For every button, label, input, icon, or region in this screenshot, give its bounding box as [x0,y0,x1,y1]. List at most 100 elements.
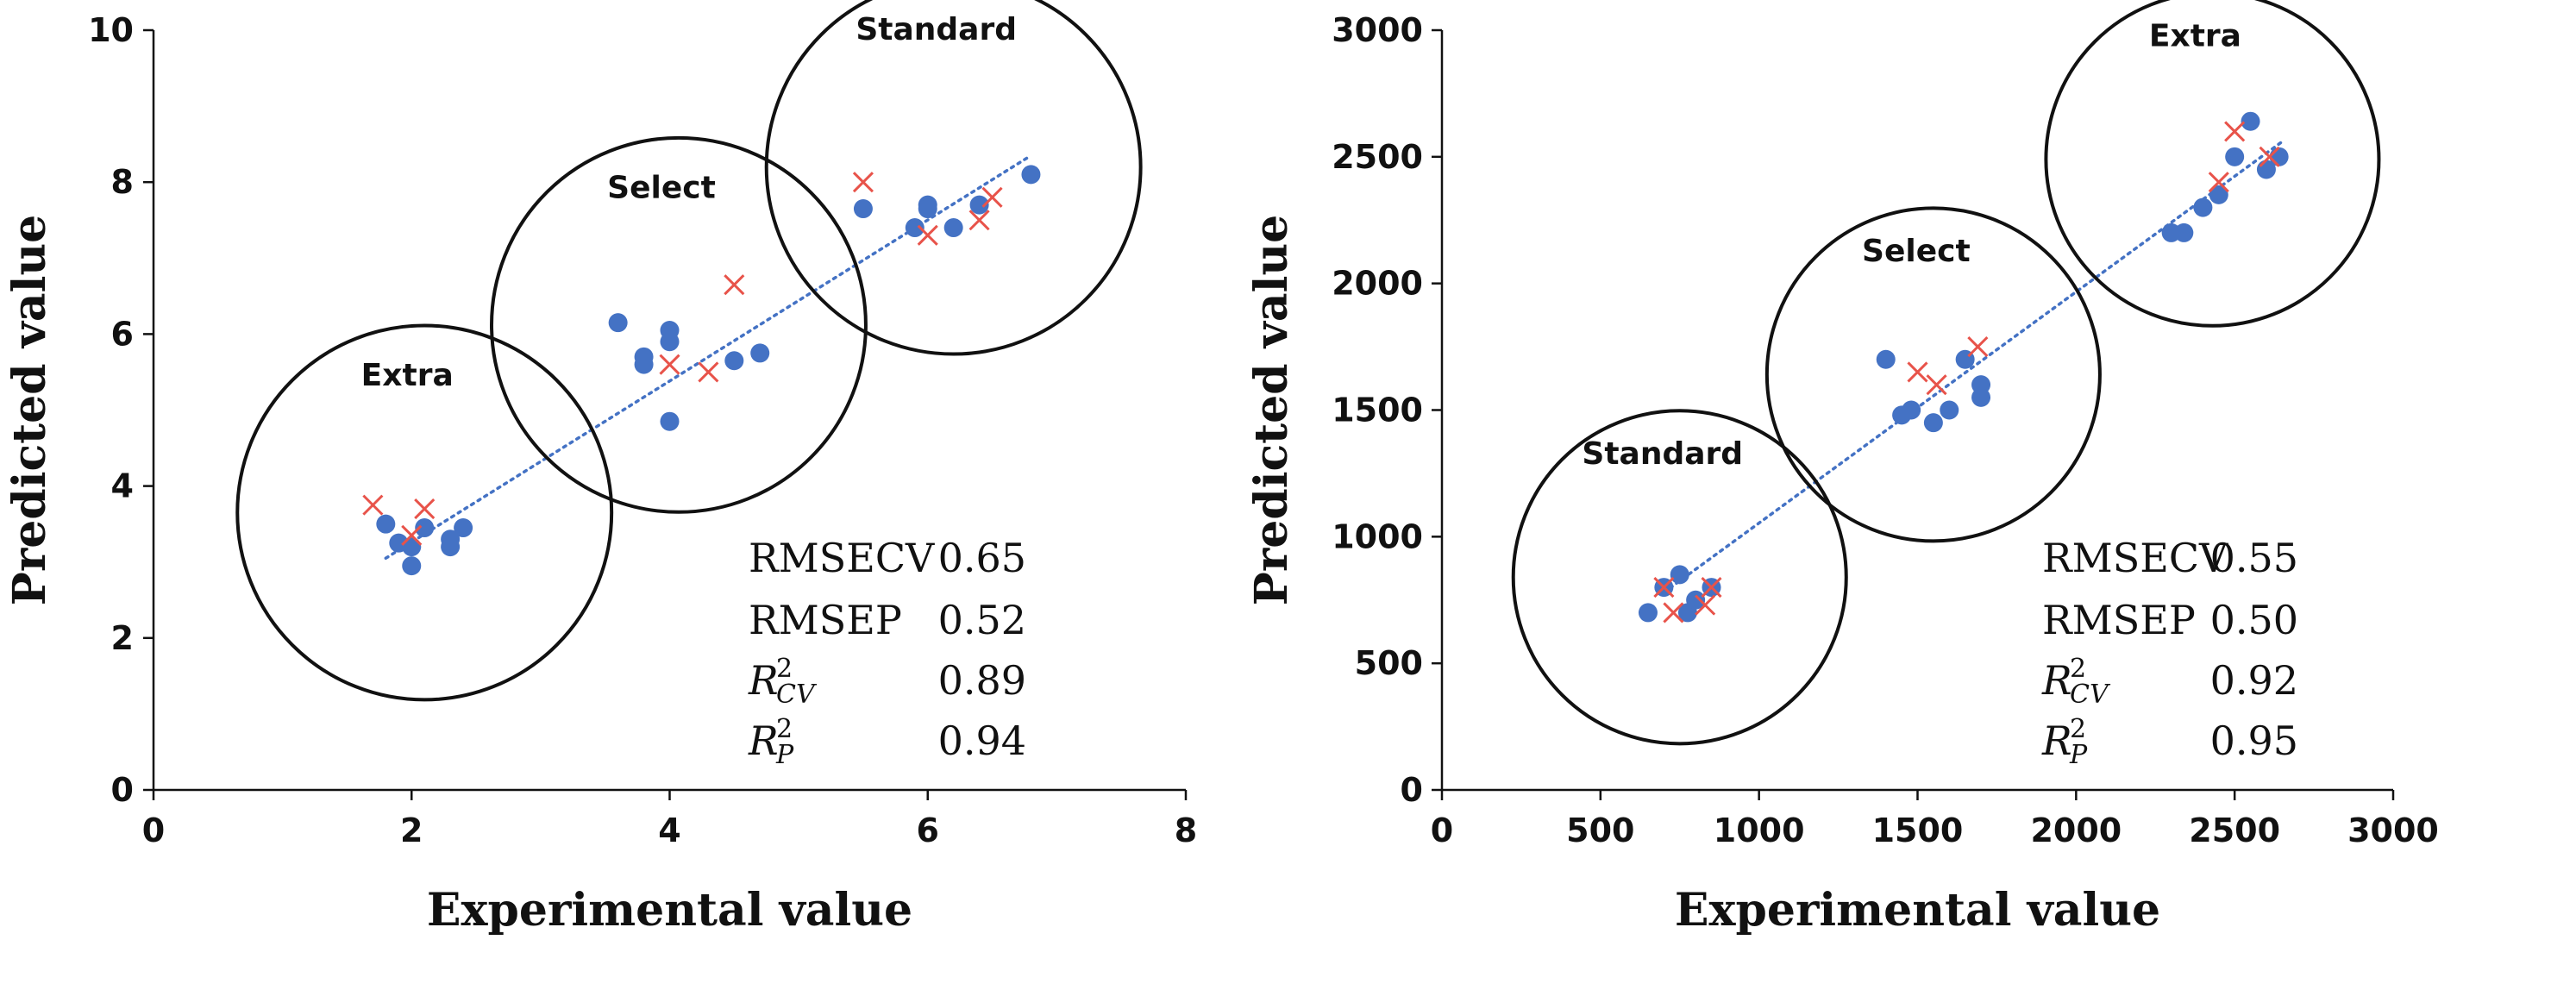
calibration-point [1940,400,1959,420]
stat-label-r2-cv-letter: R [748,657,779,704]
x-tick-label: 1000 [1714,811,1805,849]
stat-value-r2-cv: 0.92 [2210,657,2298,704]
cluster-label-standard: Standard [1582,436,1743,472]
prediction-point [362,494,384,516]
y-tick-label: 8 [111,163,134,201]
prediction-point [724,274,745,296]
calibration-point [402,556,422,576]
prediction-point-stroke-b [1701,577,1722,598]
cluster-circle-extra [235,323,614,702]
x-tick-label: 0 [142,811,165,849]
x-tick-label: 1500 [1872,811,1964,849]
prediction-point-stroke-b [981,186,1003,208]
prediction-point [2259,146,2280,167]
prediction-point [659,354,680,375]
y-tick-label: 0 [1401,771,1423,809]
calibration-point [969,195,989,215]
calibration-point [634,354,654,374]
stat-label-r2-p-sup: 2 [776,714,793,744]
stat-value-r2-cv: 0.89 [938,657,1026,704]
prediction-point-stroke-b [852,172,874,193]
y-axis-title: Predicted value [1245,215,1298,605]
x-axis-title: Experimental value [427,884,912,937]
prediction-point [414,498,436,520]
calibration-point [943,218,963,238]
stat-label-r2-p-sub: P [2069,740,2088,770]
calibration-point [441,537,461,557]
stat-label-rmsep: RMSEP [749,597,902,643]
prediction-point-stroke-b [401,524,423,546]
prediction-point [917,224,938,246]
prediction-point-stroke-b [1695,594,1716,616]
calibration-point [2174,222,2194,242]
calibration-point [1638,603,1658,623]
calibration-point [905,218,924,238]
y-tick-label: 4 [111,467,134,505]
prediction-point-stroke-b [698,361,719,383]
y-tick-label: 0 [111,771,134,809]
trend-line [1662,140,2285,594]
cluster-label-select: Select [1862,234,1971,269]
x-axis-title: Experimental value [1675,884,2160,937]
stat-label-r2-p-sup: 2 [2070,714,2086,744]
y-tick-label: 2000 [1332,265,1423,303]
prediction-point-stroke-b [1967,336,1989,358]
prediction-point-stroke-b [414,498,436,520]
stat-label-r2-p-letter: R [748,717,779,764]
x-tick-label: 2000 [2030,811,2122,849]
cluster-circle-select [1764,206,2102,543]
calibration-point [1923,413,1943,433]
stat-label-r2-cv-sup: 2 [776,654,793,684]
y-tick-label: 10 [88,11,134,49]
y-tick-label: 3000 [1332,11,1423,49]
calibration-point [1686,590,1706,610]
stat-label-r2-p-letter: R [2041,717,2072,764]
prediction-point [2208,172,2229,193]
calibration-point [2225,147,2245,166]
prediction-point-stroke-b [724,274,745,296]
x-tick-label: 8 [1175,811,1197,849]
calibration-point [608,313,628,333]
y-tick-label: 1500 [1332,392,1423,429]
left-chart: 0 2 4 6 8 10 0 2 4 6 8 Experimental value Predicted … [3,0,1197,937]
prediction-point [1926,374,1947,396]
stat-label-r2-cv-sup: 2 [2070,654,2086,684]
calibration-point [750,343,770,363]
prediction-point-stroke-b [2224,121,2246,142]
stat-label-rmsecv: RMSECV [2042,535,2228,581]
calibration-point [1876,349,1896,369]
right-chart: 0 500 1000 1500 2000 2500 3000 0 500 1000 1500 2000… [1245,0,2439,937]
stat-value-rmsecv: 0.55 [2210,535,2298,581]
x-tick-label: 2 [400,811,423,849]
x-tick-label: 3000 [2347,811,2439,849]
cluster-circle-select [490,135,868,514]
x-tick-label: 2500 [2189,811,2280,849]
stat-value-r2-p: 0.95 [2210,717,2298,764]
prediction-point [1907,361,1928,383]
prediction-point-stroke-b [2208,172,2229,193]
trend-line [384,154,1033,561]
calibration-point [2193,197,2213,217]
calibration-point [415,518,435,538]
calibration-point [1670,565,1689,585]
x-tick-label: 4 [658,811,680,849]
cluster-label-extra: Extra [361,358,454,393]
calibration-point [660,332,680,352]
y-tick-label: 2 [111,619,134,657]
stat-value-rmsecv: 0.65 [938,535,1026,581]
y-tick-label: 500 [1355,644,1423,682]
x-tick-label: 0 [1431,811,1453,849]
prediction-point-stroke-b [1653,577,1675,598]
calibration-point [2209,185,2228,204]
cluster-circle-extra [2044,0,2381,328]
prediction-point-stroke-b [968,210,990,231]
cluster-circle-standard [764,0,1143,356]
stat-label-r2-p-sub: P [775,740,794,770]
prediction-point-stroke-b [1663,602,1684,623]
stat-value-rmsep: 0.50 [2210,597,2298,643]
calibration-point [2241,111,2260,131]
stat-label-r2-cv-sub: CV [776,680,818,710]
x-tick-label: 6 [917,811,939,849]
stat-label-r2-cv-letter: R [2041,657,2072,704]
prediction-point [852,172,874,193]
